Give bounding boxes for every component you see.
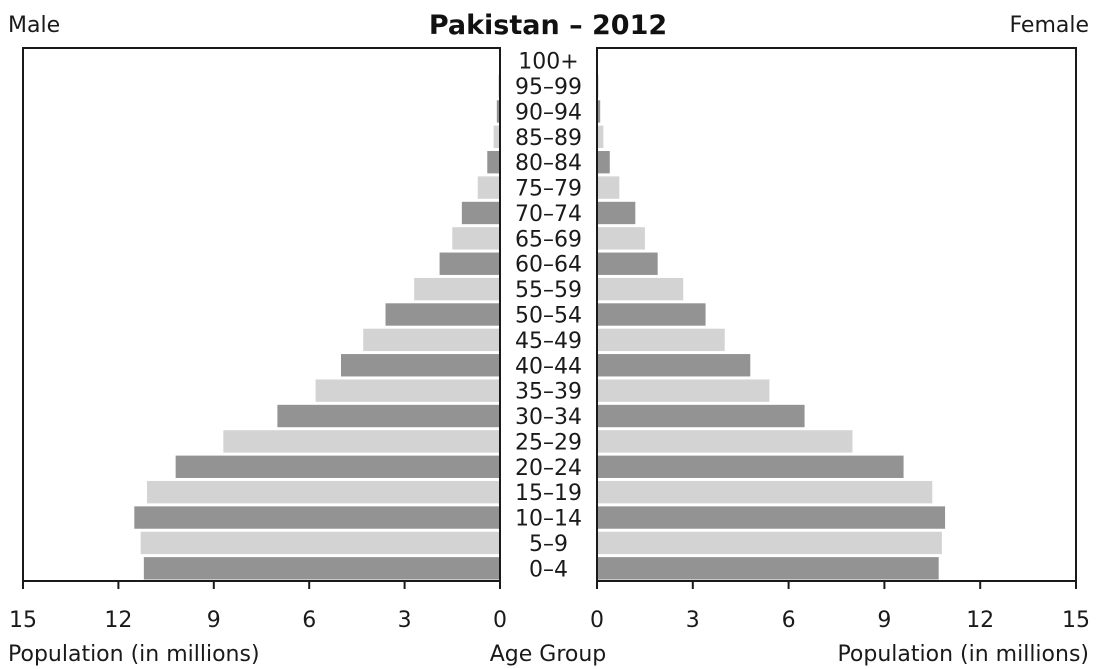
female-tick-label: 9 — [877, 608, 891, 633]
female-bar-3 — [597, 480, 933, 504]
age-group-label: 35–39 — [515, 380, 582, 405]
male-bar-8 — [341, 354, 500, 377]
male-bar-5 — [223, 430, 500, 453]
male-bar-9 — [363, 328, 500, 352]
female-tick-label: 0 — [590, 608, 604, 633]
male-bar-18 — [496, 100, 500, 123]
female-bar-2 — [597, 506, 946, 529]
male-tick-label: 0 — [493, 608, 507, 633]
female-bar-1 — [597, 531, 942, 555]
tick-labels: 0 0 3 3 6 6 9 9 12 12 15 15 — [9, 608, 1090, 633]
male-bar-0 — [143, 557, 500, 580]
female-bar-0 — [597, 557, 939, 580]
female-bar-7 — [597, 379, 770, 402]
axes — [22, 47, 1077, 589]
male-tick-label: 12 — [104, 608, 132, 633]
male-bar-1 — [140, 531, 500, 555]
male-bar-14 — [461, 201, 500, 225]
age-group-label: 20–24 — [515, 456, 582, 481]
male-bar-4 — [175, 455, 500, 478]
age-group-label: 100+ — [518, 50, 578, 75]
age-group-labels: 0–45–910–1415–1920–2425–2930–3435–3940–4… — [515, 50, 582, 583]
age-group-label: 10–14 — [515, 507, 582, 532]
age-group-label: 65–69 — [515, 227, 582, 252]
female-bar-4 — [597, 455, 904, 478]
female-bar-15 — [597, 176, 620, 199]
male-bar-7 — [315, 379, 500, 402]
male-bar-16 — [487, 151, 500, 174]
age-group-label: 95–99 — [515, 75, 582, 100]
male-tick-label: 3 — [398, 608, 412, 633]
female-tick-label: 12 — [966, 608, 994, 633]
age-group-label: 15–19 — [515, 481, 582, 506]
male-bar-6 — [277, 404, 500, 428]
male-label: Male — [8, 13, 60, 38]
male-bars — [134, 49, 501, 580]
male-panel-frame — [22, 47, 501, 581]
age-group-label: 40–44 — [515, 354, 582, 379]
age-group-label: 60–64 — [515, 253, 582, 278]
age-group-label: 25–29 — [515, 430, 582, 455]
female-bar-9 — [597, 328, 725, 352]
female-panel-frame — [596, 47, 1077, 581]
male-bar-2 — [134, 506, 501, 529]
age-group-label: 55–59 — [515, 278, 582, 303]
female-tick-label: 6 — [782, 608, 796, 633]
female-bar-10 — [597, 303, 706, 326]
male-bar-13 — [452, 227, 500, 250]
age-group-label: 75–79 — [515, 177, 582, 202]
age-group-label: 85–89 — [515, 126, 582, 151]
male-bar-12 — [439, 252, 500, 275]
age-group-label: 70–74 — [515, 202, 582, 227]
female-bar-6 — [597, 404, 805, 428]
male-bar-15 — [477, 176, 500, 199]
age-group-axis-label: Age Group — [490, 642, 607, 667]
age-group-label: 5–9 — [529, 532, 568, 557]
age-group-label: 50–54 — [515, 304, 582, 329]
female-bar-11 — [597, 277, 684, 301]
x-axis-label-left: Population (in millions) — [8, 642, 260, 667]
male-bar-17 — [493, 125, 500, 149]
male-bar-11 — [414, 277, 500, 301]
male-bar-10 — [385, 303, 500, 326]
male-tick-label: 6 — [302, 608, 316, 633]
age-group-label: 30–34 — [515, 405, 582, 430]
male-bar-3 — [147, 480, 500, 504]
female-bar-12 — [597, 252, 658, 275]
female-bar-17 — [597, 125, 604, 149]
female-bars — [597, 49, 946, 580]
female-bar-14 — [597, 201, 636, 225]
age-group-label: 45–49 — [515, 329, 582, 354]
female-bar-16 — [597, 151, 610, 174]
age-group-label: 0–4 — [529, 557, 568, 582]
chart-title: Pakistan – 2012 — [429, 10, 667, 41]
x-axis-label-right: Population (in millions) — [837, 642, 1089, 667]
female-bar-8 — [597, 354, 751, 377]
age-group-label: 80–84 — [515, 151, 582, 176]
female-tick-label: 15 — [1062, 608, 1090, 633]
female-bar-13 — [597, 227, 645, 250]
female-bar-18 — [597, 100, 601, 123]
female-tick-label: 3 — [686, 608, 700, 633]
female-label: Female — [1009, 13, 1089, 38]
male-tick-label: 9 — [207, 608, 221, 633]
age-group-label: 90–94 — [515, 100, 582, 125]
male-tick-label: 15 — [9, 608, 37, 633]
female-bar-5 — [597, 430, 853, 453]
